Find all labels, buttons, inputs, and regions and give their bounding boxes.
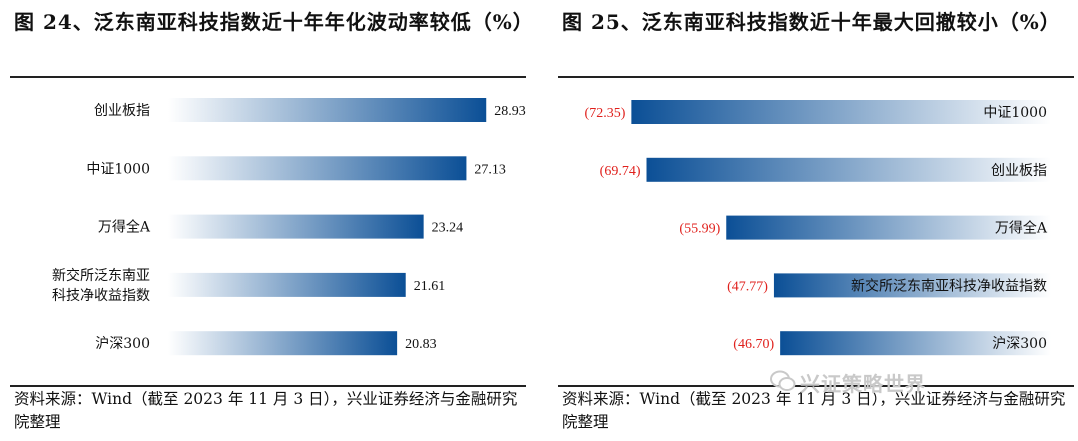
bar [168,98,487,122]
drawdown-bar-chart: (72.35) 中证1000 (69.74) 创业板指 (55.99) 万得全A (47.7… [585,100,1051,356]
top-rule [558,76,1074,78]
value-label: (72.35) [585,106,626,121]
bar [646,157,1051,182]
bar [780,331,1051,356]
chart-source: 资料来源：Wind（截至 2023 年 11 月 3 日），兴业证券经济与金融研… [14,390,518,431]
volatility-bar-chart: 28.93 创业板指 27.13 中证1000 23.24 万得全A 21.61 新交所泛东南… [52,98,526,356]
bar [168,331,398,356]
category-label: 新交所泛东南亚 [52,267,150,284]
wechat-icon [770,370,796,396]
value-label: (47.77) [727,279,768,294]
bar [168,156,467,181]
bar [726,215,1051,240]
chart-source: 资料来源：Wind（截至 2023 年 11 月 3 日），兴业证券经济与金融研… [562,390,1066,431]
chart-title: 图 24、泛东南亚科技指数近十年年化波动率较低（%） [14,10,534,34]
category-label: 沪深300 [992,336,1047,352]
bottom-rule [558,385,1074,387]
category-label: 万得全A [995,220,1048,237]
bar [168,272,406,297]
watermark-text: 兴证策略世界 [800,372,926,396]
category-label: 沪深300 [95,336,150,352]
category-label: 万得全A [98,219,151,236]
bar [168,214,424,239]
value-label: (69.74) [600,164,641,179]
category-label: 新交所泛东南亚科技净收益指数 [851,277,1047,294]
value-label: 20.83 [405,337,437,352]
chart-title: 图 25、泛东南亚科技指数近十年最大回撤较小（%） [562,10,1061,34]
value-label: (46.70) [733,337,774,352]
bar [773,273,1051,298]
value-label: 21.61 [414,279,446,294]
category-label: 中证1000 [86,161,150,177]
category-label: 创业板指 [991,163,1047,179]
top-rule [10,76,526,78]
value-label: 23.24 [432,221,464,236]
bottom-rule [10,385,526,387]
value-label: (55.99) [679,222,720,237]
value-label: 28.93 [494,104,525,119]
value-label: 27.13 [474,162,506,177]
category-label: 科技净收益指数 [52,288,150,304]
bar [631,100,1051,124]
category-label: 中证1000 [983,105,1047,121]
category-label: 创业板指 [94,103,150,119]
